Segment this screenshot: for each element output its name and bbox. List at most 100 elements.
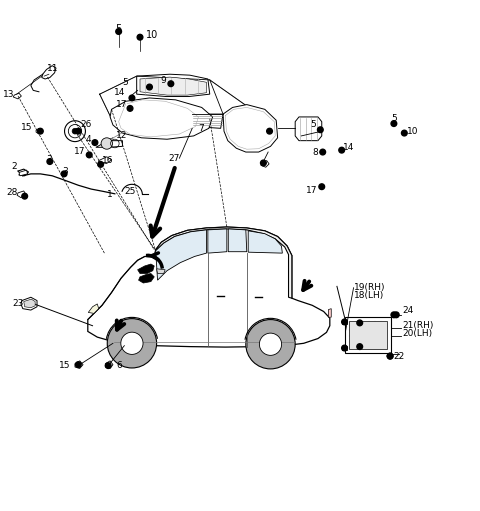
Circle shape: [391, 312, 397, 318]
Bar: [342, 345, 348, 351]
Circle shape: [47, 159, 53, 165]
Text: 9: 9: [161, 76, 167, 85]
Text: 4: 4: [85, 135, 91, 144]
Polygon shape: [17, 191, 26, 198]
Polygon shape: [100, 76, 252, 124]
Circle shape: [267, 128, 273, 134]
Polygon shape: [42, 66, 56, 79]
Polygon shape: [295, 117, 322, 141]
Text: 19(RH): 19(RH): [354, 283, 385, 292]
Text: 28: 28: [7, 189, 18, 197]
Circle shape: [319, 184, 324, 190]
Circle shape: [339, 147, 345, 153]
Text: 6: 6: [116, 361, 122, 370]
Polygon shape: [19, 170, 27, 176]
Bar: [346, 317, 391, 353]
Circle shape: [92, 140, 98, 146]
Polygon shape: [137, 74, 210, 97]
Circle shape: [121, 332, 143, 355]
Polygon shape: [138, 264, 154, 273]
Text: 3: 3: [47, 155, 52, 164]
Circle shape: [147, 84, 152, 90]
Circle shape: [86, 152, 92, 158]
Text: 11: 11: [47, 63, 58, 73]
Polygon shape: [156, 227, 292, 298]
Circle shape: [342, 345, 348, 351]
Circle shape: [129, 95, 135, 101]
Circle shape: [37, 128, 43, 134]
Polygon shape: [261, 160, 269, 167]
Text: 10: 10: [407, 127, 419, 135]
Circle shape: [387, 353, 393, 359]
Circle shape: [259, 333, 282, 355]
Polygon shape: [140, 77, 206, 95]
Text: 5: 5: [392, 114, 397, 123]
Polygon shape: [24, 299, 35, 308]
Polygon shape: [36, 128, 41, 134]
Circle shape: [72, 128, 78, 134]
Text: 17: 17: [116, 100, 127, 109]
Circle shape: [64, 121, 85, 142]
Text: 13: 13: [3, 89, 14, 99]
Text: 27: 27: [168, 154, 180, 162]
Circle shape: [342, 319, 348, 325]
Polygon shape: [228, 229, 247, 252]
Text: 14: 14: [114, 88, 126, 97]
Polygon shape: [88, 227, 330, 347]
Bar: [342, 319, 348, 324]
Text: 25: 25: [124, 187, 136, 196]
Text: 24: 24: [402, 306, 414, 315]
Circle shape: [357, 320, 362, 326]
Circle shape: [401, 130, 407, 136]
Polygon shape: [88, 304, 99, 313]
Circle shape: [394, 312, 399, 318]
Text: 18(LH): 18(LH): [354, 291, 384, 300]
Text: 5: 5: [310, 121, 315, 129]
Text: 15: 15: [21, 123, 32, 132]
Polygon shape: [110, 98, 213, 139]
Polygon shape: [13, 93, 22, 99]
Text: 20(LH): 20(LH): [402, 329, 432, 338]
Text: 10: 10: [146, 30, 158, 40]
Circle shape: [22, 193, 27, 199]
Circle shape: [107, 319, 156, 368]
Polygon shape: [223, 105, 277, 152]
Circle shape: [387, 353, 393, 359]
Text: 7: 7: [198, 124, 204, 133]
Text: 22: 22: [393, 352, 404, 361]
Circle shape: [391, 121, 397, 126]
Text: 5: 5: [122, 78, 128, 87]
Circle shape: [261, 160, 266, 166]
Text: 12: 12: [116, 131, 128, 141]
Text: 14: 14: [343, 143, 354, 152]
Circle shape: [127, 106, 133, 111]
Bar: [349, 321, 387, 350]
Polygon shape: [156, 230, 206, 280]
Text: 3: 3: [63, 167, 68, 176]
Text: 17: 17: [74, 147, 85, 155]
Circle shape: [101, 138, 112, 149]
Text: 26: 26: [81, 121, 92, 129]
Text: 17: 17: [305, 185, 317, 195]
Text: 1: 1: [107, 190, 112, 199]
Circle shape: [116, 29, 121, 34]
Circle shape: [75, 128, 81, 134]
Polygon shape: [99, 157, 111, 164]
Text: 2: 2: [11, 162, 17, 171]
Polygon shape: [208, 229, 227, 253]
Text: 21(RH): 21(RH): [402, 321, 434, 330]
Polygon shape: [75, 361, 83, 368]
Polygon shape: [21, 297, 37, 310]
Text: 23: 23: [12, 299, 24, 309]
Polygon shape: [105, 361, 113, 368]
Polygon shape: [139, 273, 154, 283]
Polygon shape: [192, 114, 223, 128]
Text: 5: 5: [116, 24, 122, 34]
Circle shape: [317, 127, 323, 132]
Polygon shape: [248, 231, 282, 253]
Text: 16: 16: [102, 156, 114, 165]
Circle shape: [98, 161, 104, 167]
Circle shape: [246, 319, 295, 369]
Circle shape: [75, 362, 81, 367]
Circle shape: [168, 81, 174, 86]
